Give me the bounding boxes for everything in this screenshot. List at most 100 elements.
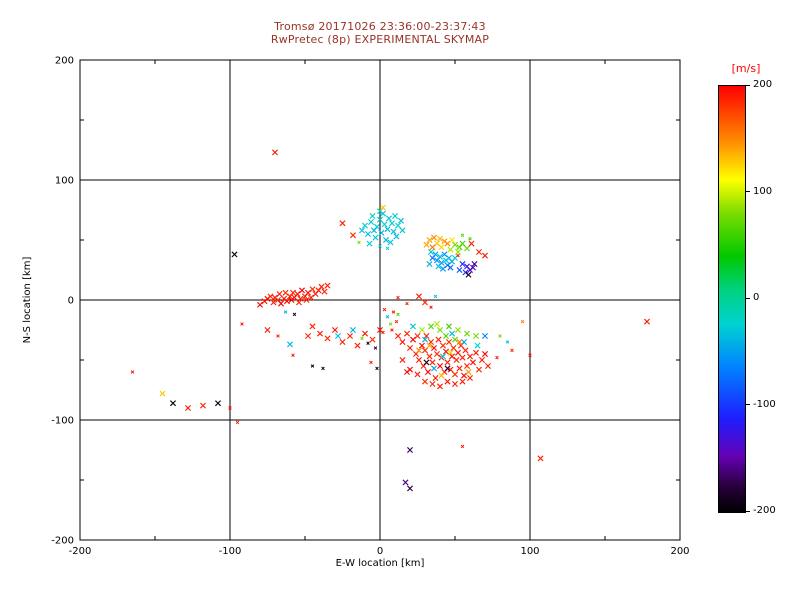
data-point — [456, 253, 460, 258]
data-point — [427, 248, 435, 256]
data-point — [447, 246, 454, 253]
data-point — [277, 300, 285, 307]
data-point — [276, 334, 280, 338]
data-point — [307, 294, 315, 301]
data-point — [505, 340, 510, 344]
data-point — [442, 332, 450, 340]
data-point — [303, 296, 310, 304]
data-point — [466, 353, 474, 360]
data-point — [396, 295, 400, 300]
data-point — [381, 221, 388, 228]
data-point — [264, 326, 271, 334]
data-point — [445, 323, 453, 330]
data-point — [447, 264, 454, 271]
data-point — [454, 349, 462, 356]
data-point — [349, 326, 357, 334]
data-point — [366, 240, 373, 247]
data-point — [418, 326, 426, 334]
data-point — [429, 305, 433, 309]
data-point — [433, 240, 441, 247]
data-point — [436, 326, 444, 334]
data-point — [364, 230, 372, 238]
data-point — [433, 257, 441, 264]
scatter-points — [130, 149, 651, 492]
data-point — [433, 350, 441, 358]
data-point — [520, 319, 525, 324]
data-point — [481, 332, 489, 340]
data-point — [474, 342, 481, 349]
data-point — [373, 223, 381, 230]
data-point — [349, 232, 357, 239]
y-tick-label: 200 — [55, 56, 74, 67]
data-point — [424, 368, 432, 376]
data-point — [459, 240, 466, 247]
data-point — [390, 228, 397, 235]
data-point — [214, 400, 222, 407]
data-point — [436, 362, 444, 370]
data-point — [235, 420, 240, 425]
data-point — [438, 372, 445, 379]
data-point — [451, 336, 459, 343]
data-point — [385, 215, 393, 222]
data-point — [426, 260, 433, 268]
data-point — [469, 264, 477, 271]
data-point — [199, 402, 207, 409]
data-point — [510, 348, 514, 353]
data-point — [451, 380, 459, 388]
data-point — [427, 323, 435, 330]
data-point — [399, 227, 406, 234]
data-point — [439, 265, 447, 272]
data-point — [433, 294, 438, 299]
data-point — [415, 293, 423, 300]
y-tick-label: 100 — [55, 176, 74, 187]
data-point — [537, 455, 544, 462]
data-point — [276, 290, 283, 298]
data-point — [399, 338, 406, 346]
data-point — [463, 245, 471, 252]
data-point — [528, 353, 532, 357]
data-point — [421, 299, 429, 306]
data-point — [429, 254, 436, 262]
data-point — [399, 356, 406, 364]
data-point — [468, 240, 475, 247]
data-point — [130, 370, 135, 374]
data-point — [367, 218, 375, 226]
data-point — [463, 330, 471, 337]
data-point — [430, 234, 438, 241]
data-point — [354, 342, 361, 349]
data-point — [414, 332, 421, 340]
data-point — [495, 355, 499, 360]
data-point — [454, 248, 462, 256]
data-point — [394, 332, 402, 340]
data-point — [481, 252, 489, 259]
data-point — [429, 380, 436, 388]
data-point — [435, 263, 442, 270]
data-point — [430, 365, 438, 372]
tick-labels: -200 -100 0 100 200 -200 -100 0 100 200 — [51, 56, 689, 558]
data-point — [403, 368, 411, 376]
data-point — [298, 287, 306, 294]
data-point — [465, 271, 472, 278]
x-tick-label: 100 — [520, 546, 539, 557]
data-point — [388, 322, 393, 326]
data-point — [339, 220, 346, 227]
data-point — [472, 332, 480, 340]
data-point — [339, 338, 346, 346]
data-point — [334, 332, 342, 340]
data-point — [324, 282, 331, 289]
data-point — [471, 260, 478, 268]
data-point — [469, 359, 477, 366]
data-point — [387, 239, 394, 246]
data-point — [466, 374, 474, 382]
data-point — [376, 326, 384, 334]
data-point — [444, 365, 451, 372]
data-point — [283, 310, 288, 314]
data-point — [426, 353, 433, 360]
data-point — [309, 286, 316, 293]
data-point — [294, 290, 301, 298]
grid-layer — [80, 60, 680, 540]
data-point — [432, 374, 439, 382]
data-point — [463, 362, 471, 370]
